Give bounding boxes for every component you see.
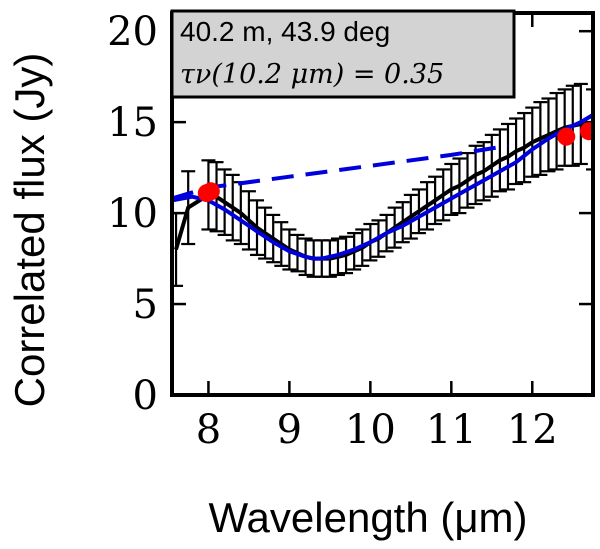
annotation: 40.2 m, 43.9 deg τν(10.2 μm) = 0.35 [170, 9, 516, 99]
y-tick-label: 10 [107, 191, 158, 237]
continuum-dashed-line [172, 143, 509, 201]
x-tick-label: 8 [196, 407, 221, 453]
measured-flux-line [174, 121, 593, 261]
annotation-line-2: τν(10.2 μm) = 0.35 [180, 59, 444, 90]
x-tick-label: 9 [277, 407, 302, 453]
annotation-line-1: 40.2 m, 43.9 deg [180, 16, 390, 47]
x-tick-label: 11 [426, 407, 477, 453]
y-tick-label: 20 [107, 9, 158, 55]
model-fit-line [172, 113, 593, 261]
photometry-point [201, 182, 220, 201]
x-tick-label: 10 [345, 407, 396, 453]
photometry-point [557, 127, 576, 146]
x-axis-label: Wavelength (μm) [208, 494, 527, 541]
axes: 8 9 10 11 12 0 5 10 15 20 [107, 9, 593, 453]
series-layer [172, 82, 593, 287]
annotation-box [170, 9, 516, 99]
y-tick-label: 5 [133, 282, 158, 328]
y-tick-label: 15 [107, 100, 158, 146]
y-axis-label: Correlated flux (Jy) [6, 53, 53, 408]
photometry-point [579, 122, 593, 141]
y-tick-label: 0 [133, 373, 158, 419]
x-tick-label: 12 [507, 407, 558, 453]
